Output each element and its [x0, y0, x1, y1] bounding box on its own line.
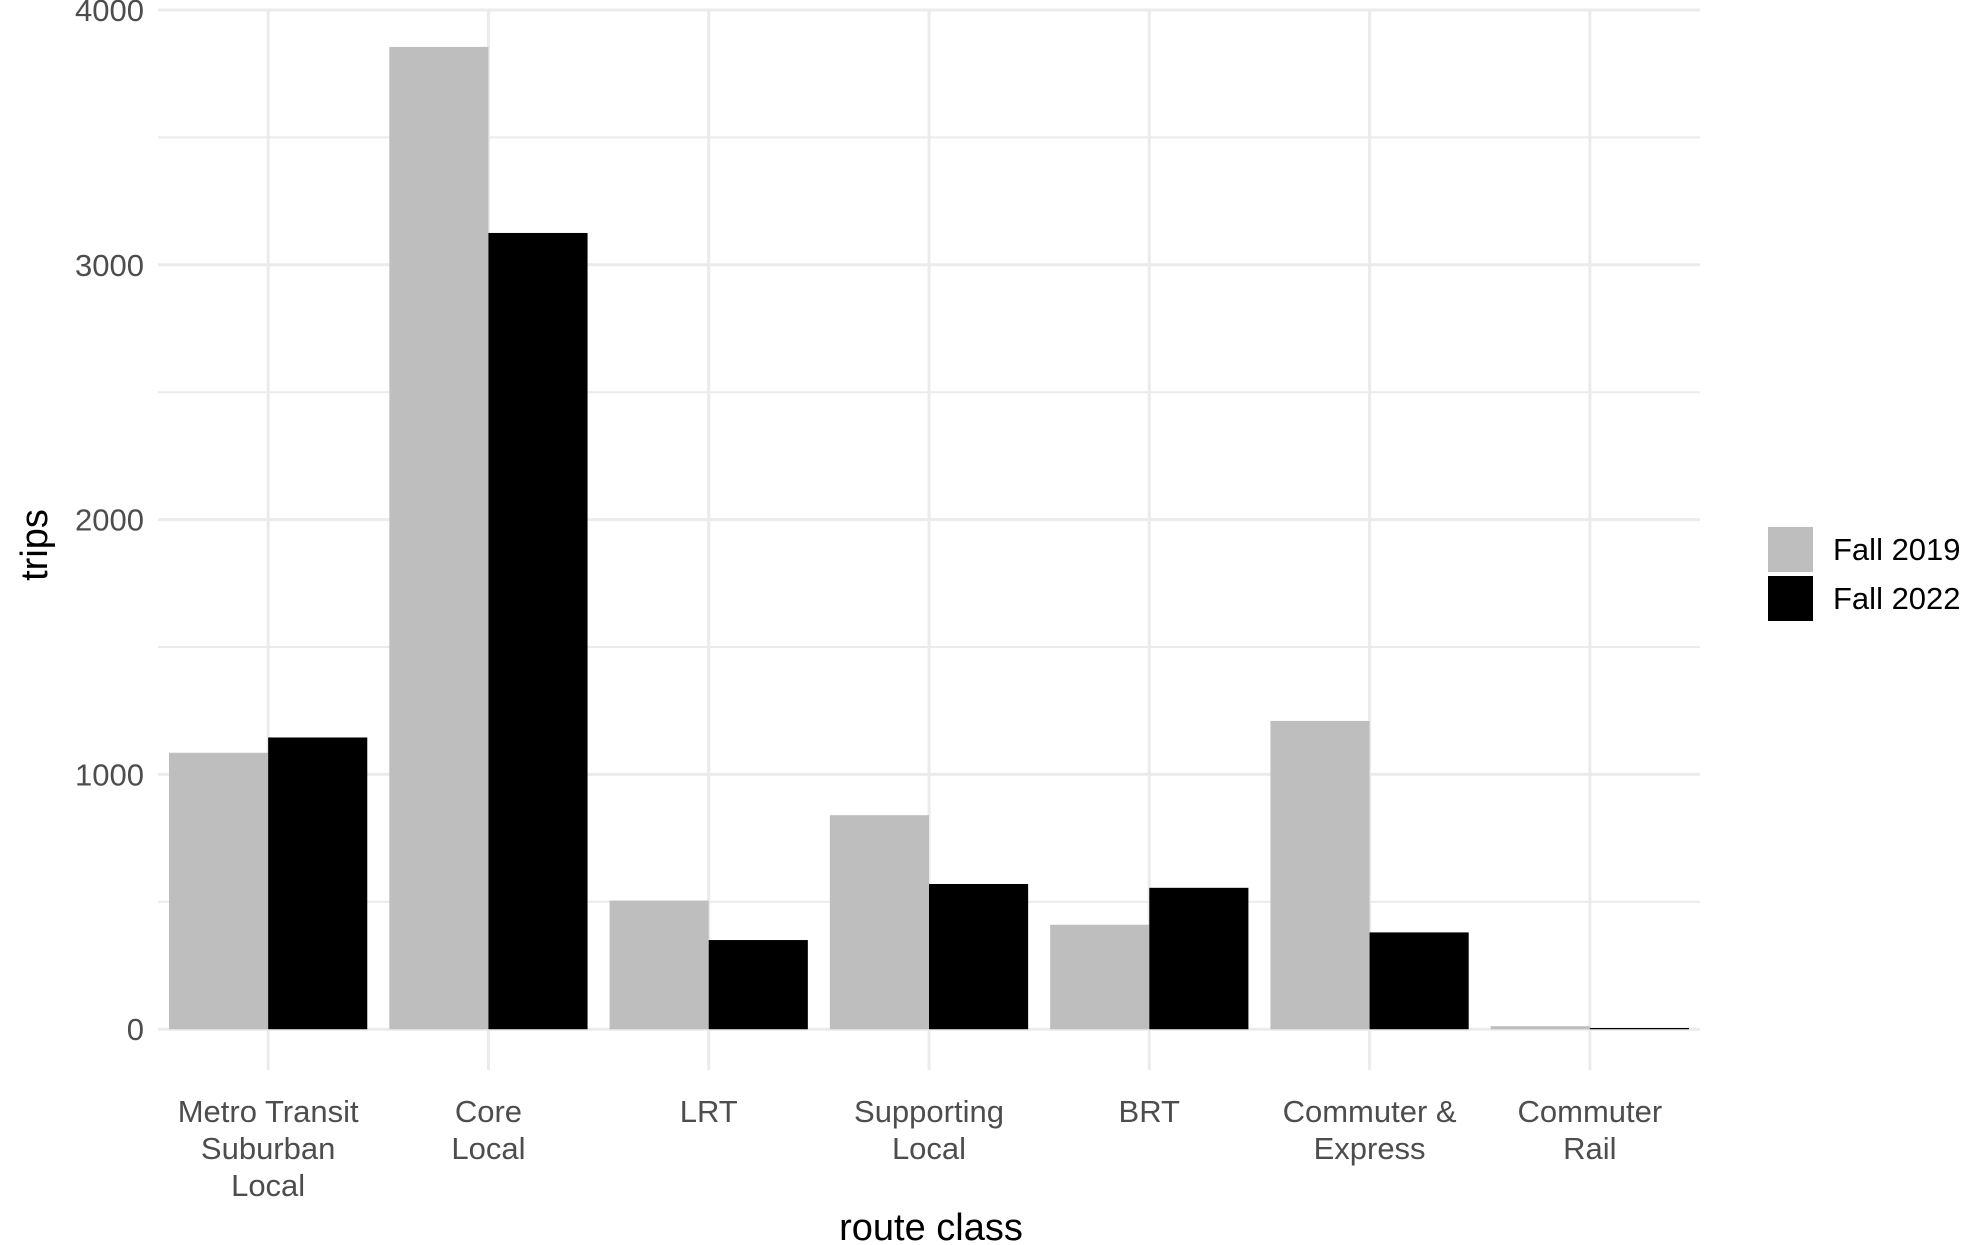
y-axis-ticks: 0 1000 2000 3000 4000: [75, 0, 144, 1047]
y-tick-label: 4000: [75, 0, 144, 28]
legend-key: [1768, 576, 1813, 621]
bar-fall-2019: [829, 815, 929, 1030]
legend: Fall 2019 Fall 2022: [1768, 527, 1961, 621]
bar-fall-2022: [268, 737, 368, 1030]
y-tick-label: 1000: [75, 757, 144, 792]
x-tick-label: Supporting Local: [854, 1094, 1004, 1166]
x-tick-label: Commuter & Express: [1283, 1094, 1457, 1166]
bars: [169, 46, 1689, 1030]
bar-fall-2019: [169, 752, 269, 1030]
y-tick-label: 2000: [75, 503, 144, 538]
x-tick-label: BRT: [1119, 1094, 1181, 1129]
legend-label: Fall 2022: [1833, 581, 1961, 616]
legend-label: Fall 2019: [1833, 532, 1961, 567]
bar-fall-2022: [1589, 1027, 1689, 1030]
bar-fall-2022: [1149, 887, 1249, 1030]
bar-fall-2019: [1490, 1026, 1590, 1030]
y-tick-label: 3000: [75, 248, 144, 283]
y-axis-title: trips: [14, 509, 56, 581]
bar-fall-2022: [708, 940, 808, 1030]
bar-fall-2019: [389, 46, 489, 1030]
bar-fall-2022: [488, 232, 588, 1030]
y-tick-label: 0: [127, 1012, 144, 1047]
bar-fall-2022: [929, 883, 1029, 1030]
x-tick-label: Core Local: [451, 1094, 525, 1166]
x-axis-ticks: Metro Transit Suburban Local Core Local LRT Su…: [178, 1094, 1663, 1203]
bar-fall-2019: [1050, 924, 1150, 1030]
bar-fall-2019: [609, 900, 709, 1030]
bar-fall-2019: [1270, 720, 1370, 1030]
x-tick-label: Commuter Rail: [1518, 1094, 1663, 1166]
x-tick-label: Metro Transit Suburban Local: [178, 1094, 359, 1203]
x-tick-label: LRT: [680, 1094, 738, 1129]
legend-key: [1768, 527, 1813, 572]
bar-fall-2022: [1369, 932, 1469, 1030]
x-axis-title: route class: [839, 1207, 1023, 1245]
